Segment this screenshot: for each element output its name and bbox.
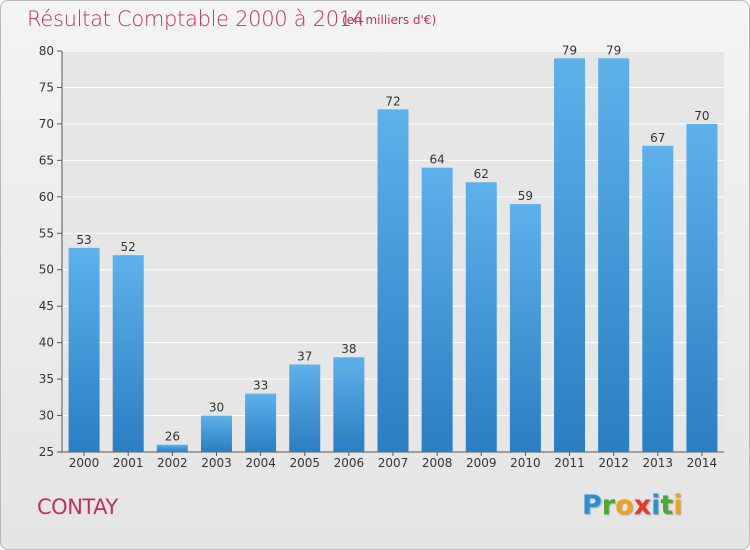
bar — [642, 145, 674, 453]
x-tick-label: 2000 — [69, 456, 100, 470]
data-label: 59 — [518, 189, 533, 203]
data-label: 26 — [165, 430, 180, 444]
chart-title: Résultat Comptable 2000 à 2014 — [27, 7, 365, 31]
y-tick-label: 30 — [39, 409, 54, 423]
y-tick-label: 55 — [39, 226, 54, 240]
logo-letter: r — [601, 490, 616, 521]
bar — [686, 123, 718, 452]
x-tick-label: 2004 — [245, 456, 276, 470]
town-name: CONTAY — [37, 495, 118, 519]
bar — [200, 415, 232, 452]
x-tick-label: 2011 — [554, 456, 585, 470]
proxiti-logo: Proxiti — [582, 490, 683, 521]
y-tick-label: 40 — [39, 336, 54, 350]
bar — [245, 393, 277, 452]
data-label: 79 — [562, 43, 577, 57]
bar — [68, 247, 100, 452]
x-tick-label: 2009 — [466, 456, 497, 470]
chart-subtitle: (en milliers d'€) — [342, 13, 437, 27]
x-tick-label: 2010 — [510, 456, 541, 470]
x-tick-label: 2014 — [687, 456, 718, 470]
data-label: 52 — [121, 240, 136, 254]
bar — [289, 364, 321, 452]
data-label: 30 — [209, 401, 224, 415]
y-tick-label: 50 — [39, 263, 54, 277]
x-tick-label: 2006 — [334, 456, 365, 470]
y-tick-label: 45 — [39, 299, 54, 313]
data-label: 38 — [341, 342, 356, 356]
x-tick-label: 2012 — [598, 456, 629, 470]
y-tick-label: 65 — [39, 153, 54, 167]
data-label: 70 — [694, 109, 709, 123]
data-label: 37 — [297, 350, 312, 364]
logo-letter: t — [660, 490, 674, 521]
logo-letter: i — [673, 490, 683, 521]
data-label: 64 — [429, 153, 444, 167]
x-tick-label: 2003 — [201, 456, 232, 470]
y-tick-label: 75 — [39, 80, 54, 94]
bar — [377, 109, 409, 452]
bar — [333, 357, 365, 452]
logo-letter: o — [615, 490, 634, 521]
bar — [598, 58, 630, 453]
x-tick-label: 2013 — [643, 456, 674, 470]
data-label: 62 — [474, 167, 489, 181]
bar — [156, 444, 188, 452]
logo-letter: i — [651, 490, 661, 521]
bar — [465, 182, 497, 452]
x-tick-label: 2002 — [157, 456, 188, 470]
y-tick-label: 25 — [39, 445, 54, 459]
y-tick-label: 80 — [39, 44, 54, 58]
data-label: 79 — [606, 43, 621, 57]
data-label: 33 — [253, 379, 268, 393]
bar — [421, 167, 453, 452]
bar — [509, 204, 541, 452]
x-tick-label: 2008 — [422, 456, 453, 470]
x-tick-label: 2007 — [378, 456, 409, 470]
y-tick-label: 70 — [39, 117, 54, 131]
data-label: 67 — [650, 131, 665, 145]
y-tick-label: 35 — [39, 372, 54, 386]
bar — [112, 255, 144, 452]
y-tick-label: 60 — [39, 190, 54, 204]
x-tick-label: 2001 — [113, 456, 144, 470]
data-label: 72 — [385, 94, 400, 108]
logo-letter: P — [582, 490, 602, 521]
x-tick-label: 2005 — [289, 456, 320, 470]
data-label: 53 — [76, 233, 91, 247]
logo-letter: x — [633, 490, 652, 521]
bar — [554, 58, 586, 453]
